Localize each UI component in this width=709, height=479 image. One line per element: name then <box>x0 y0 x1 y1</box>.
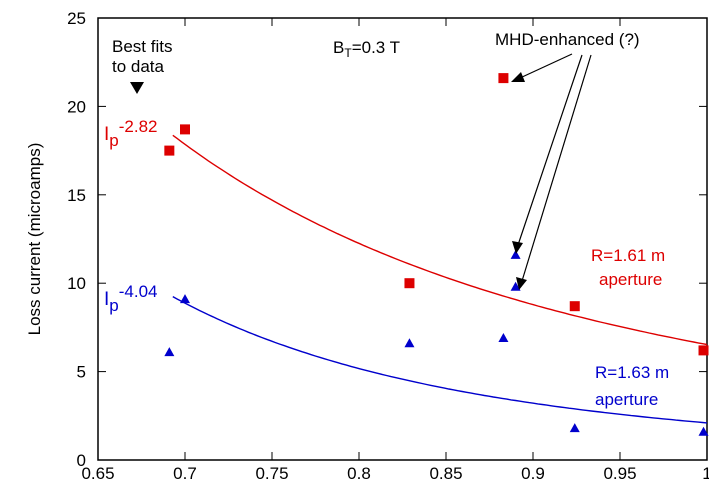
data-point-triangle <box>180 294 190 304</box>
data-point-triangle <box>698 426 709 436</box>
fit-label-red: Ip-2.82 <box>104 117 158 150</box>
series-label-blue-line1: R=1.63 m <box>595 363 669 382</box>
plot-area <box>97 17 708 461</box>
series-label-red-line2: aperture <box>599 270 662 289</box>
down-arrow-icon <box>130 82 144 94</box>
y-tick-label: 20 <box>67 97 86 116</box>
y-tick-label: 5 <box>77 363 86 382</box>
data-point-square <box>404 278 415 289</box>
x-tick-label: 0.85 <box>429 464 462 479</box>
data-point-square <box>180 124 190 135</box>
y-tick-label: 25 <box>67 9 86 28</box>
data-point-square <box>498 73 509 84</box>
data-point-triangle <box>569 423 580 433</box>
data-point-square <box>164 145 175 156</box>
data-point-triangle <box>510 249 521 259</box>
data-points <box>164 73 709 436</box>
mhd-arrowhead-1 <box>511 72 525 82</box>
mhd-arrow-2 <box>517 54 583 246</box>
data-point-triangle <box>498 333 509 343</box>
best-fits-label-line2: to data <box>112 57 165 76</box>
mhd-arrowhead-2 <box>512 241 523 254</box>
x-tick-label: 0.75 <box>255 464 288 479</box>
x-tick-label: 0.7 <box>173 464 197 479</box>
y-tick-label: 0 <box>77 451 86 470</box>
x-tick-label: 0.95 <box>603 464 636 479</box>
x-tick-label: 0.65 <box>81 464 114 479</box>
fit-curve-red <box>172 134 708 346</box>
x-tick-label: 1 <box>702 464 709 479</box>
field-label: BT=0.3 T <box>333 38 400 60</box>
mhd-label: MHD-enhanced (?) <box>495 30 640 49</box>
data-point-triangle <box>404 338 415 348</box>
x-tick-label: 0.9 <box>521 464 545 479</box>
series-label-red-line1: R=1.61 m <box>591 246 665 265</box>
x-tick-label: 0.8 <box>347 464 371 479</box>
fit-label-blue: Ip-4.04 <box>104 282 158 315</box>
data-point-square <box>569 301 580 312</box>
best-fits-label-line1: Best fits <box>112 37 172 56</box>
y-tick-label: 10 <box>67 274 86 293</box>
mhd-arrow-1 <box>519 53 573 79</box>
data-point-triangle <box>510 281 521 291</box>
mhd-arrowhead-3 <box>516 277 527 290</box>
series-label-blue-line2: aperture <box>595 390 658 409</box>
y-tick-label: 15 <box>67 186 86 205</box>
fit-curve-blue <box>172 295 708 424</box>
y-axis-label: Loss current (microamps) <box>25 143 44 336</box>
data-point-square <box>698 345 709 356</box>
data-point-triangle <box>164 347 175 357</box>
mhd-arrow-3 <box>521 54 592 282</box>
